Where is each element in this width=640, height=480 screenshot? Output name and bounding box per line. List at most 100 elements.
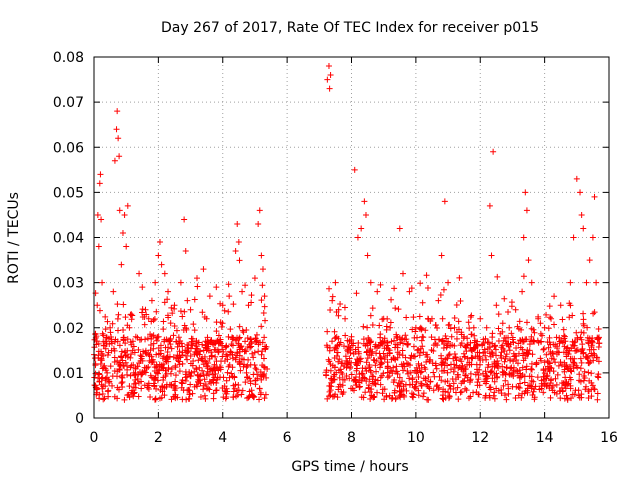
- y-tick-label: 0.08: [53, 50, 84, 66]
- data-point: [91, 382, 98, 389]
- data-point: [329, 297, 336, 304]
- data-point: [368, 386, 375, 393]
- data-point: [251, 349, 258, 356]
- data-point: [443, 335, 450, 342]
- data-point: [128, 316, 135, 323]
- data-point: [500, 382, 507, 389]
- data-point: [499, 328, 506, 335]
- data-point: [575, 387, 582, 394]
- data-point: [132, 365, 139, 372]
- data-point: [145, 363, 152, 370]
- x-tick-label: 10: [407, 430, 425, 446]
- data-point: [506, 324, 513, 331]
- data-point: [158, 261, 165, 268]
- data-point: [399, 335, 406, 342]
- data-point: [127, 339, 134, 346]
- data-point: [124, 322, 131, 329]
- data-point: [325, 356, 332, 363]
- data-point: [248, 299, 255, 306]
- data-point: [579, 347, 586, 354]
- data-point: [180, 326, 187, 333]
- data-point: [236, 346, 243, 353]
- data-point: [458, 388, 465, 395]
- data-point: [119, 229, 126, 236]
- data-point: [122, 352, 129, 359]
- data-point: [505, 308, 512, 315]
- data-point: [549, 387, 556, 394]
- data-point: [355, 379, 362, 386]
- data-point: [468, 346, 475, 353]
- data-point: [232, 354, 239, 361]
- data-point: [203, 372, 210, 379]
- data-point: [516, 374, 523, 381]
- data-point: [95, 243, 102, 250]
- data-point: [543, 311, 550, 318]
- data-point: [219, 302, 226, 309]
- data-point: [585, 369, 592, 376]
- data-point: [170, 354, 177, 361]
- data-point: [177, 308, 184, 315]
- data-point: [201, 392, 208, 399]
- data-point: [388, 395, 395, 402]
- data-point: [585, 340, 592, 347]
- data-point: [215, 348, 222, 355]
- data-point: [394, 349, 401, 356]
- data-point: [336, 374, 343, 381]
- data-point: [390, 379, 397, 386]
- data-point: [463, 348, 470, 355]
- data-point: [487, 353, 494, 360]
- data-point: [491, 360, 498, 367]
- data-point: [333, 352, 340, 359]
- data-point: [198, 356, 205, 363]
- data-point: [502, 377, 509, 384]
- data-point: [139, 306, 146, 313]
- data-point: [588, 344, 595, 351]
- data-point: [193, 337, 200, 344]
- data-point: [551, 321, 558, 328]
- data-point: [247, 361, 254, 368]
- data-point: [326, 388, 333, 395]
- data-point: [217, 366, 224, 373]
- data-point: [364, 355, 371, 362]
- data-point: [166, 381, 173, 388]
- data-point: [404, 341, 411, 348]
- data-point: [136, 359, 143, 366]
- y-tick-label: 0.01: [53, 366, 84, 382]
- data-point: [400, 340, 407, 347]
- data-point: [457, 297, 464, 304]
- data-point: [450, 368, 457, 375]
- data-point: [499, 320, 506, 327]
- data-point: [111, 359, 118, 366]
- data-point: [493, 302, 500, 309]
- data-point: [460, 365, 467, 372]
- data-point: [457, 389, 464, 396]
- data-point: [388, 296, 395, 303]
- data-point: [564, 396, 571, 403]
- data-point: [363, 378, 370, 385]
- data-point: [326, 85, 333, 92]
- data-point: [434, 324, 441, 331]
- data-point: [196, 364, 203, 371]
- data-point: [580, 329, 587, 336]
- data-point: [514, 368, 521, 375]
- data-point: [107, 329, 114, 336]
- data-point: [580, 310, 587, 317]
- data-point: [541, 381, 548, 388]
- data-point: [540, 346, 547, 353]
- data-point: [522, 189, 529, 196]
- data-point: [555, 362, 562, 369]
- data-point: [506, 370, 513, 377]
- data-point: [578, 211, 585, 218]
- data-point: [341, 376, 348, 383]
- data-point: [458, 380, 465, 387]
- data-point: [194, 283, 201, 290]
- data-point: [400, 270, 406, 277]
- data-point: [396, 225, 403, 232]
- data-point: [244, 335, 251, 342]
- data-point: [363, 348, 370, 355]
- data-point: [514, 360, 521, 367]
- data-point: [127, 364, 134, 371]
- data-point: [114, 384, 121, 391]
- data-point: [119, 372, 126, 379]
- data-point: [109, 373, 116, 380]
